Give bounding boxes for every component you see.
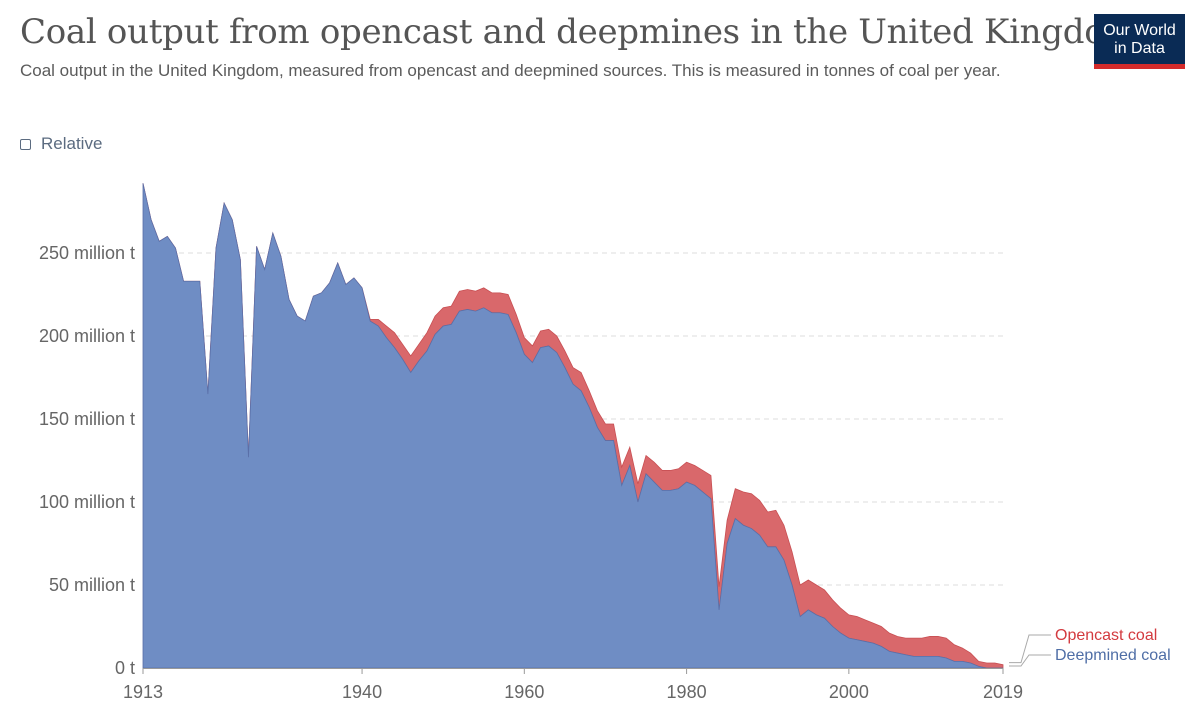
x-tick-label: 1980 — [667, 682, 707, 702]
y-tick-label: 200 million t — [39, 326, 135, 346]
x-tick-label: 2000 — [829, 682, 869, 702]
legend-opencast-label: Opencast coal — [1055, 627, 1157, 644]
relative-checkbox[interactable] — [20, 138, 31, 150]
legend: Opencast coal Deepmined coal — [1009, 627, 1171, 667]
axes: 0 t 50 million t 100 million t 150 million … — [39, 243, 1023, 702]
legend-deepmined-label: Deepmined coal — [1055, 647, 1171, 664]
logo-line-2: in Data — [1114, 40, 1165, 57]
x-tick-label: 1940 — [342, 682, 382, 702]
y-tick-label: 150 million t — [39, 409, 135, 429]
y-tick-label: 0 t — [115, 658, 135, 678]
owid-logo[interactable]: Our World in Data — [1094, 14, 1185, 69]
legend-connector — [1009, 654, 1051, 667]
logo-accent-bar — [1094, 64, 1185, 69]
chart-title: Coal output from opencast and deepmines … — [20, 12, 1137, 52]
y-tick-label: 50 million t — [49, 575, 135, 595]
relative-label: Relative — [41, 134, 103, 153]
y-tick-label: 250 million t — [39, 243, 135, 263]
x-tick-label: 1913 — [123, 682, 163, 702]
x-tick-label: 1960 — [504, 682, 544, 702]
logo-line-1: Our World — [1103, 22, 1176, 39]
y-tick-label: 100 million t — [39, 492, 135, 512]
x-tick-label: 2019 — [983, 682, 1023, 702]
deepmined-area — [142, 183, 1003, 669]
chart-subtitle: Coal output in the United Kingdom, measu… — [20, 61, 1001, 80]
relative-toggle[interactable]: Relative — [20, 134, 102, 154]
area-layer — [142, 183, 1004, 669]
legend-connector — [1009, 634, 1051, 664]
